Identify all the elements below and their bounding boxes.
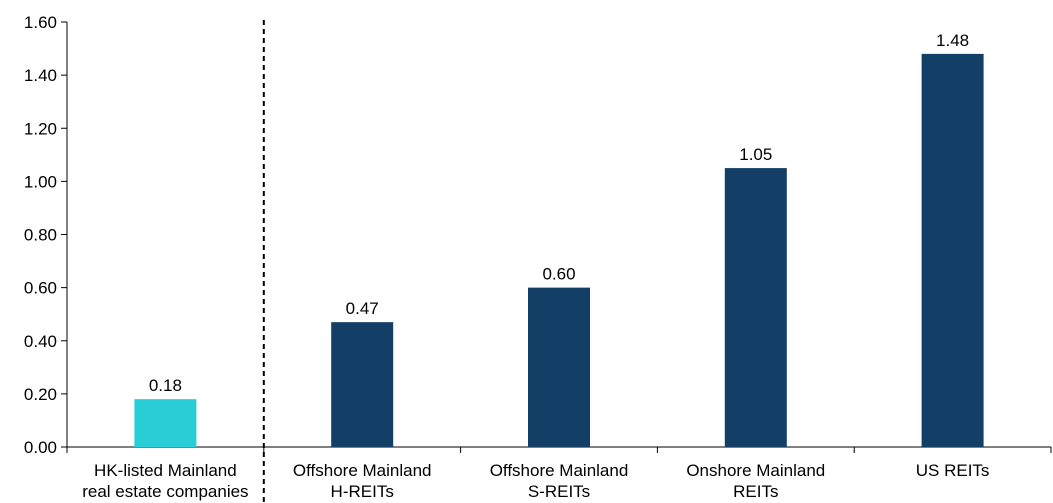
bars <box>134 53 984 447</box>
category-label: S-REITs <box>528 482 590 501</box>
y-tick-label: 0.20 <box>24 385 57 404</box>
y-tick-label: 1.00 <box>24 172 57 191</box>
y-tick-label: 0.80 <box>24 226 57 245</box>
bar <box>724 168 787 447</box>
y-axis: 0.00 0.20 0.40 0.60 0.80 1.00 1.20 1.40 1.60 <box>24 13 68 457</box>
y-tick-label: 1.20 <box>24 119 57 138</box>
y-tick-label: 0.40 <box>24 332 57 351</box>
bar-value-label: 0.47 <box>346 299 379 318</box>
category-label: HK-listed Mainland <box>94 461 237 480</box>
category-label: real estate companies <box>82 482 248 501</box>
category-labels: HK-listed Mainland real estate companies O… <box>82 461 989 501</box>
y-tick-label: 1.40 <box>24 66 57 85</box>
value-labels: 0.18 0.47 0.60 1.05 1.48 <box>149 31 969 395</box>
category-label: Onshore Mainland <box>686 461 825 480</box>
y-tick-label: 1.60 <box>24 13 57 32</box>
bar <box>134 399 197 447</box>
bar-value-label: 0.18 <box>149 376 182 395</box>
bar-value-label: 0.60 <box>542 265 575 284</box>
bar-value-label: 1.05 <box>739 145 772 164</box>
bar <box>331 322 394 447</box>
category-label: Offshore Mainland <box>490 461 629 480</box>
category-label: US REITs <box>916 461 990 480</box>
y-tick-label: 0.00 <box>24 438 57 457</box>
bar <box>528 287 590 447</box>
category-label: Offshore Mainland <box>293 461 432 480</box>
category-label: REITs <box>733 482 778 501</box>
bar-value-label: 1.48 <box>936 31 969 50</box>
category-label: H-REITs <box>331 482 394 501</box>
y-tick-label: 0.60 <box>24 279 57 298</box>
bar <box>921 53 984 447</box>
x-axis <box>66 446 1052 453</box>
